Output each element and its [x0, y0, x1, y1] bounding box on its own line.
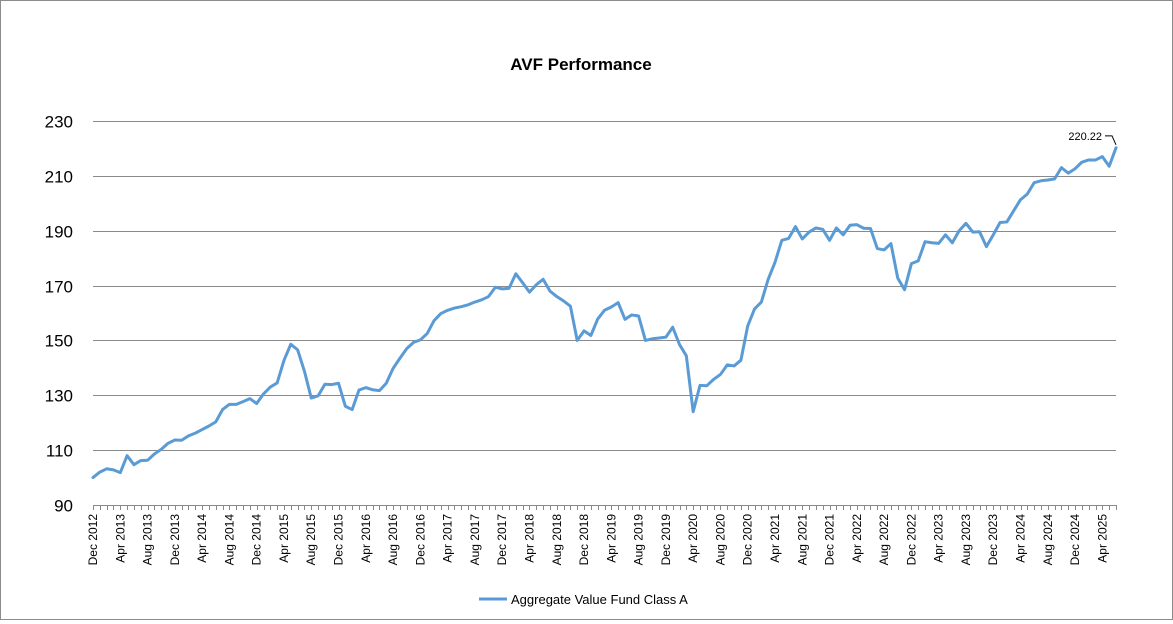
last-value-label: 220.22: [1068, 131, 1102, 143]
x-tick-label: Apr 2024: [1014, 514, 1028, 563]
x-tick-label: Apr 2013: [113, 514, 127, 563]
y-tick-label: 190: [45, 223, 73, 242]
series-line-aggregate-value-fund: [91, 146, 1118, 480]
x-tick-label: Aug 2021: [795, 514, 809, 566]
y-tick-label: 170: [45, 278, 73, 297]
x-tick-label: Aug 2018: [550, 514, 564, 566]
x-axis: Dec 2012 Apr 2013 Aug 2013 Dec 2013 Apr 2014…: [86, 505, 1117, 565]
x-tick-label: Apr 2022: [850, 514, 864, 563]
x-tick-label: Dec 2023: [986, 514, 1000, 566]
x-tick-label: Aug 2020: [713, 514, 727, 566]
x-tick-label: Aug 2015: [304, 514, 318, 566]
gridlines: [93, 121, 1116, 506]
x-tick-label: Aug 2022: [877, 514, 891, 566]
x-tick-label: Aug 2013: [141, 514, 155, 566]
x-tick-label: Aug 2016: [386, 514, 400, 566]
x-tick-label: Aug 2019: [632, 514, 646, 566]
x-tick-label: Apr 2019: [604, 514, 618, 563]
x-tick-label: Dec 2017: [495, 514, 509, 566]
x-tick-label: Aug 2017: [468, 514, 482, 566]
x-tick-label: Dec 2016: [413, 514, 427, 566]
x-tick-label: Aug 2014: [222, 514, 236, 566]
y-tick-label: 90: [54, 497, 73, 516]
x-tick-label: Dec 2014: [250, 514, 264, 566]
series-lines: [91, 146, 1118, 480]
chart-title: AVF Performance: [510, 55, 651, 74]
value-annotation: 220.22: [1068, 131, 1117, 146]
x-tick-label: Apr 2021: [768, 514, 782, 563]
y-tick-label: 230: [45, 113, 73, 132]
x-tick-label: Aug 2024: [1041, 514, 1055, 566]
x-tick-label: Apr 2018: [522, 514, 536, 563]
x-tick-label: Apr 2015: [277, 514, 291, 563]
legend: Aggregate Value Fund Class A: [479, 592, 688, 607]
x-tick-label: Dec 2024: [1068, 514, 1082, 566]
x-tick-label: Apr 2023: [932, 514, 946, 563]
x-tick-label: Apr 2020: [686, 514, 700, 563]
y-tick-label: 150: [45, 332, 73, 351]
y-axis-ticks: 90 110 130 150 170 190 210 230: [45, 113, 73, 516]
x-tick-label: Apr 2025: [1095, 514, 1109, 563]
x-tick-label: Dec 2013: [168, 514, 182, 566]
x-tick-label: Dec 2019: [659, 514, 673, 566]
x-tick-label: Dec 2015: [332, 514, 346, 566]
x-tick-label: Dec 2022: [904, 514, 918, 566]
x-tick-label: Apr 2016: [359, 514, 373, 563]
x-tick-label: Dec 2018: [577, 514, 591, 566]
y-tick-label: 110: [46, 442, 73, 461]
x-tick-label: Dec 2012: [86, 514, 100, 566]
x-tick-label: Apr 2017: [441, 514, 455, 563]
x-tick-label: Aug 2023: [959, 514, 973, 566]
y-tick-label: 210: [45, 168, 73, 187]
annotation-leader-line: [1105, 135, 1117, 146]
x-tick-label: Apr 2014: [195, 514, 209, 563]
legend-label: Aggregate Value Fund Class A: [511, 592, 688, 607]
y-tick-label: 130: [45, 387, 73, 406]
x-tick-label: Dec 2021: [823, 514, 837, 566]
x-tick-label: Dec 2020: [741, 514, 755, 566]
